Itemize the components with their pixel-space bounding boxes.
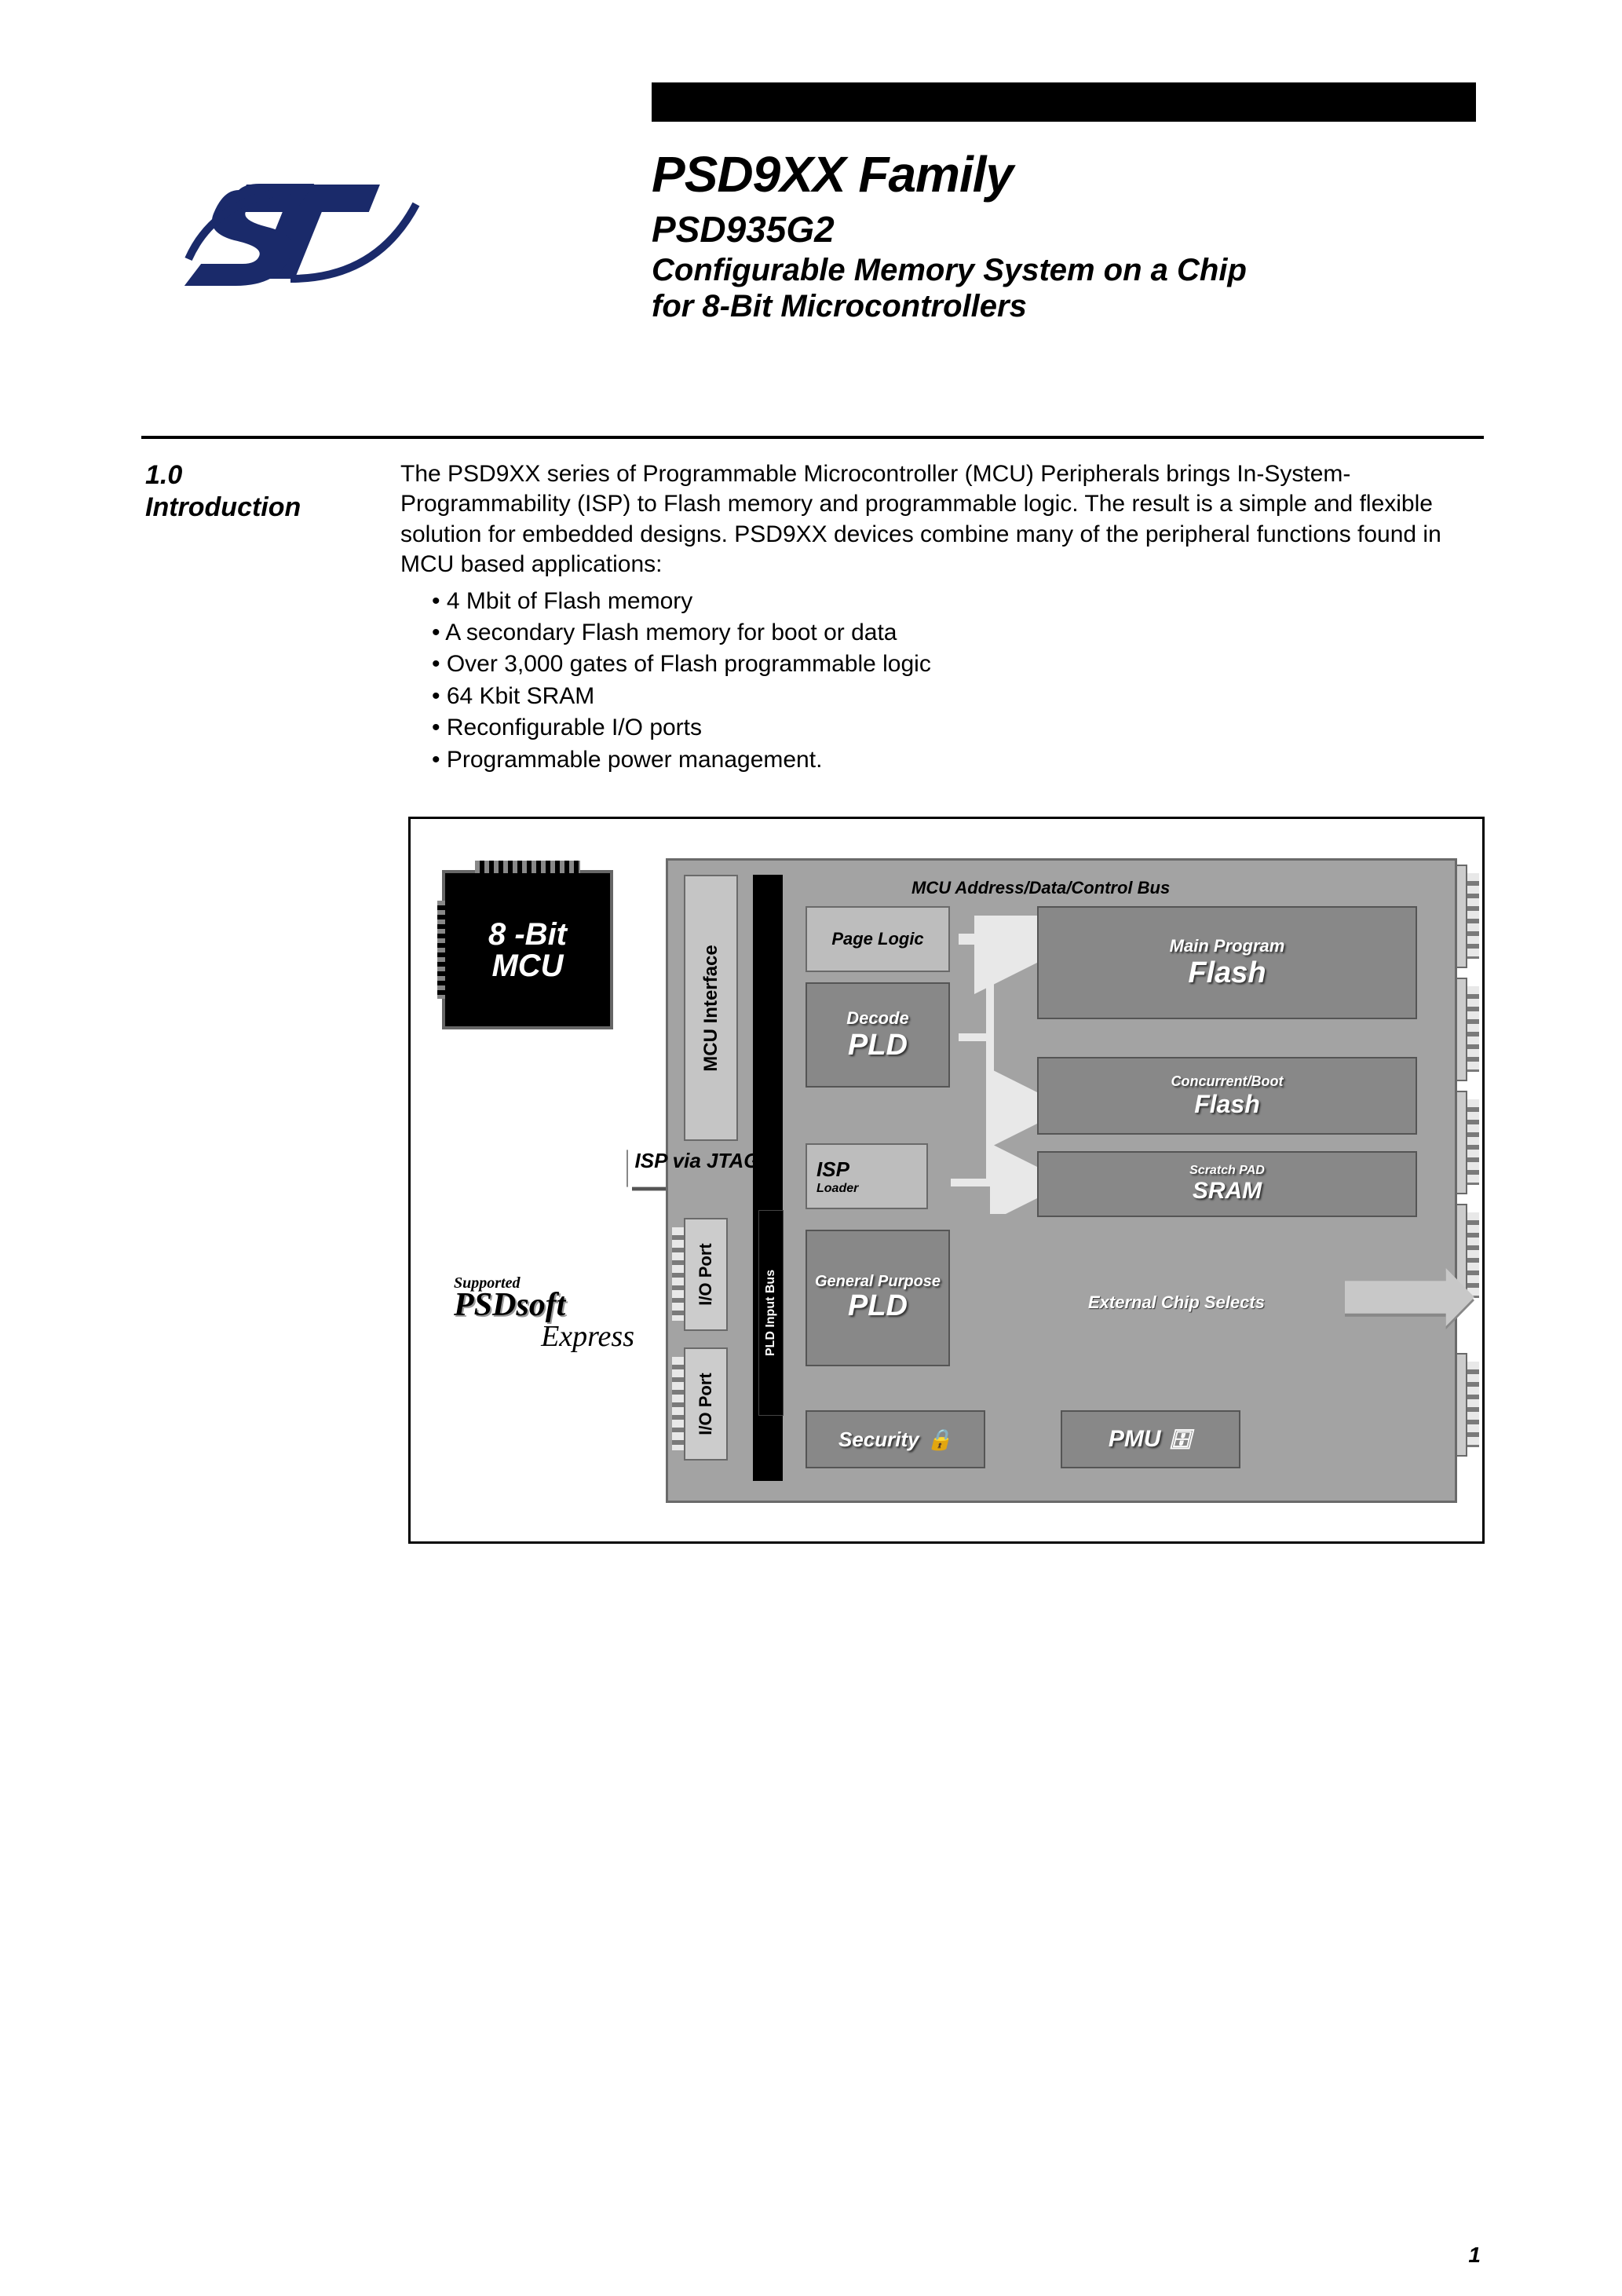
main-flash-block: Main Program Flash bbox=[1037, 906, 1417, 1019]
bullet-item: • A secondary Flash memory for boot or d… bbox=[432, 618, 1484, 648]
lock-icon: 🔒 bbox=[927, 1428, 952, 1452]
intro-paragraph: The PSD9XX series of Programmable Microc… bbox=[400, 459, 1484, 580]
battery-icon: 🗄 bbox=[1169, 1428, 1193, 1451]
security-block: Security 🔒 bbox=[806, 1410, 985, 1468]
sram-block: Scratch PAD SRAM bbox=[1037, 1151, 1417, 1217]
bullet-item: • Over 3,000 gates of Flash programmable… bbox=[432, 649, 1484, 679]
page-logic-block: Page Logic bbox=[806, 906, 950, 972]
mcu-interface-block: MCU Interface bbox=[684, 875, 738, 1141]
isp-loader-block: ISP Loader bbox=[806, 1143, 928, 1209]
bullet-item: • Reconfigurable I/O ports bbox=[432, 713, 1484, 743]
pld-input-bus: PLD Input Bus bbox=[758, 1210, 784, 1416]
header-bar bbox=[652, 82, 1476, 122]
isp-label: ISP via JTAG bbox=[630, 1149, 764, 1173]
decode-pld-block: Decode PLD bbox=[806, 982, 950, 1088]
bullet-list: • 4 Mbit of Flash memory • A secondary F… bbox=[432, 587, 1484, 775]
page-number: 1 bbox=[1468, 2243, 1481, 2268]
psdsoft-logo: Supported PSDsoft Express bbox=[454, 1274, 634, 1354]
pmu-block: PMU 🗄 bbox=[1061, 1410, 1240, 1468]
block-diagram: 8 -BitMCU Supported PSDsoft Express I/O … bbox=[408, 817, 1485, 1544]
page: PSD9XX Family PSD935G2 Configurable Memo… bbox=[0, 0, 1622, 2296]
title-block: PSD9XX Family PSD935G2 Configurable Memo… bbox=[652, 145, 1476, 324]
mcu-chip: 8 -BitMCU bbox=[442, 870, 613, 1029]
io-port: I/O Port bbox=[684, 1347, 728, 1461]
top-bus: MCU Address/Data/Control Bus bbox=[911, 878, 1170, 898]
doc-title: PSD9XX Family bbox=[652, 145, 1476, 203]
doc-subtitle: PSD935G2 bbox=[652, 208, 1476, 250]
boot-flash-block: Concurrent/Boot Flash bbox=[1037, 1057, 1417, 1135]
external-cs-label: External Chip Selects bbox=[1088, 1292, 1265, 1313]
main-chip: MCU Interface I/O Port I/O Port PLD Inpu… bbox=[666, 858, 1457, 1503]
st-logo bbox=[181, 173, 432, 291]
doc-desc-l2: for 8-Bit Microcontrollers bbox=[652, 288, 1476, 324]
section-name: Introduction bbox=[145, 492, 301, 522]
section-heading: 1.0 Introduction bbox=[145, 459, 349, 524]
bullet-item: • 64 Kbit SRAM bbox=[432, 682, 1484, 711]
doc-desc-l1: Configurable Memory System on a Chip bbox=[652, 252, 1476, 288]
gp-pld-block: General Purpose PLD bbox=[806, 1230, 950, 1366]
bullet-item: • 4 Mbit of Flash memory bbox=[432, 587, 1484, 616]
section-num: 1.0 bbox=[145, 460, 182, 490]
io-port: I/O Port bbox=[684, 1218, 728, 1331]
body-text: The PSD9XX series of Programmable Microc… bbox=[400, 459, 1484, 777]
bullet-item: • Programmable power management. bbox=[432, 745, 1484, 775]
horizontal-rule bbox=[141, 436, 1484, 439]
